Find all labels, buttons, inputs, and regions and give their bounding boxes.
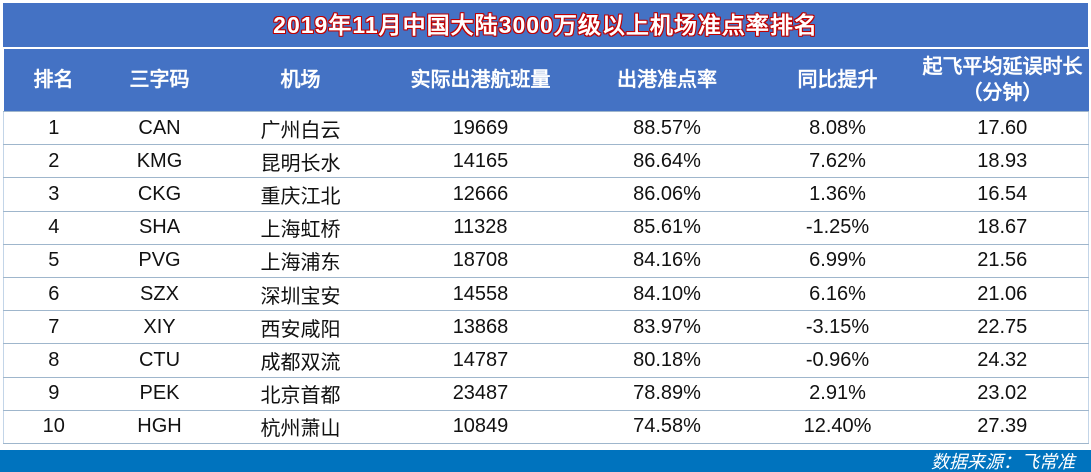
cell-airport: 成都双流 [215, 343, 386, 378]
cell-rank: 8 [3, 343, 104, 378]
cell-flights: 14165 [385, 144, 576, 179]
data-source-label: 数据来源：飞常准 [931, 452, 1075, 472]
cell-avg-delay-min: 23.02 [916, 377, 1089, 411]
cell-avg-delay-min: 18.67 [916, 211, 1089, 245]
table-row: 3 CKG 重庆江北 12666 86.06% 1.36% 16.54 [3, 177, 1089, 212]
cell-avg-delay-min: 21.56 [916, 244, 1089, 278]
cell-airport: 西安咸阳 [215, 310, 386, 345]
table-row: 4 SHA 上海虹桥 11328 85.61% -1.25% 18.67 [3, 211, 1089, 245]
cell-airport: 深圳宝安 [215, 277, 386, 312]
data-source-bar: 数据来源：飞常准 [0, 450, 1091, 472]
cell-airport: 昆明长水 [215, 144, 386, 179]
cell-airport: 北京首都 [215, 377, 386, 411]
cell-rank: 4 [3, 211, 104, 245]
cell-ontime-rate: 88.57% [575, 111, 759, 146]
cell-code: KMG [103, 144, 216, 179]
cell-yoy-change: -3.15% [758, 310, 917, 345]
cell-flights: 23487 [385, 377, 576, 411]
cell-airport: 广州白云 [215, 111, 386, 146]
table-row: 10 HGH 杭州萧山 10849 74.58% 12.40% 27.39 [3, 410, 1089, 444]
cell-avg-delay-min: 22.75 [916, 310, 1089, 345]
cell-code: CKG [103, 177, 216, 212]
table-header: 排名 三字码 机场 实际出港航班量 出港准点率 同比提升 起飞平均延误时长 （分… [3, 49, 1089, 112]
cell-rank: 1 [3, 111, 104, 146]
cell-flights: 14558 [385, 277, 576, 312]
table-row: 9 PEK 北京首都 23487 78.89% 2.91% 23.02 [3, 377, 1089, 411]
cell-ontime-rate: 83.97% [575, 310, 759, 345]
table-row: 1 CAN 广州白云 19669 88.57% 8.08% 17.60 [3, 111, 1089, 146]
cell-flights: 13868 [385, 310, 576, 345]
table-row: 6 SZX 深圳宝安 14558 84.10% 6.16% 21.06 [3, 277, 1089, 312]
cell-ontime-rate: 86.06% [575, 177, 759, 212]
cell-rank: 7 [3, 310, 104, 345]
cell-code: SHA [103, 211, 216, 245]
cell-airport: 上海虹桥 [215, 211, 386, 245]
col-header-flights: 实际出港航班量 [385, 49, 576, 112]
cell-rank: 9 [3, 377, 104, 411]
cell-avg-delay-min: 24.32 [916, 343, 1089, 378]
cell-ontime-rate: 86.64% [575, 144, 759, 179]
cell-ontime-rate: 84.16% [575, 244, 759, 278]
cell-rank: 2 [3, 144, 104, 179]
cell-rank: 10 [3, 410, 104, 444]
table-row: 5 PVG 上海浦东 18708 84.16% 6.99% 21.56 [3, 244, 1089, 278]
cell-avg-delay-min: 27.39 [916, 410, 1089, 444]
header-row: 排名 三字码 机场 实际出港航班量 出港准点率 同比提升 起飞平均延误时长 （分… [3, 49, 1089, 112]
airport-ranking-table: 排名 三字码 机场 实际出港航班量 出港准点率 同比提升 起飞平均延误时长 （分… [3, 49, 1089, 444]
cell-code: PVG [103, 244, 216, 278]
cell-ontime-rate: 74.58% [575, 410, 759, 444]
cell-avg-delay-min: 18.93 [916, 144, 1089, 179]
table-row: 8 CTU 成都双流 14787 80.18% -0.96% 24.32 [3, 343, 1089, 378]
cell-code: SZX [103, 277, 216, 312]
cell-yoy-change: 1.36% [758, 177, 917, 212]
col-header-rank: 排名 [3, 49, 104, 112]
cell-flights: 11328 [385, 211, 576, 245]
col-header-yoy-change: 同比提升 [758, 49, 917, 112]
cell-ontime-rate: 78.89% [575, 377, 759, 411]
cell-code: CTU [103, 343, 216, 378]
cell-flights: 19669 [385, 111, 576, 146]
cell-avg-delay-min: 21.06 [916, 277, 1089, 312]
cell-airport: 上海浦东 [215, 244, 386, 278]
report-title-bar: 2019年11月中国大陆3000万级以上机场准点率排名 [3, 3, 1088, 47]
col-header-ontime-rate: 出港准点率 [575, 49, 759, 112]
cell-yoy-change: 6.16% [758, 277, 917, 312]
col-header-avg-delay: 起飞平均延误时长 （分钟） [916, 49, 1089, 112]
cell-yoy-change: 8.08% [758, 111, 917, 146]
report-title: 2019年11月中国大陆3000万级以上机场准点率排名 [273, 12, 818, 38]
cell-rank: 5 [3, 244, 104, 278]
cell-code: PEK [103, 377, 216, 411]
punctuality-ranking-card: 2019年11月中国大陆3000万级以上机场准点率排名 排名 三字码 机场 实际… [0, 3, 1091, 472]
cell-yoy-change: -0.96% [758, 343, 917, 378]
cell-yoy-change: 2.91% [758, 377, 917, 411]
cell-code: CAN [103, 111, 216, 146]
col-header-iata-code: 三字码 [103, 49, 216, 112]
table-row: 2 KMG 昆明长水 14165 86.64% 7.62% 18.93 [3, 144, 1089, 179]
cell-airport: 重庆江北 [215, 177, 386, 212]
cell-avg-delay-min: 16.54 [916, 177, 1089, 212]
cell-yoy-change: 6.99% [758, 244, 917, 278]
table-row: 7 XIY 西安咸阳 13868 83.97% -3.15% 22.75 [3, 310, 1089, 345]
cell-flights: 18708 [385, 244, 576, 278]
cell-code: XIY [103, 310, 216, 345]
cell-flights: 12666 [385, 177, 576, 212]
cell-yoy-change: 12.40% [758, 410, 917, 444]
cell-ontime-rate: 80.18% [575, 343, 759, 378]
cell-ontime-rate: 85.61% [575, 211, 759, 245]
table-body: 1 CAN 广州白云 19669 88.57% 8.08% 17.60 2 KMG 昆明长水 141… [3, 111, 1089, 444]
cell-yoy-change: -1.25% [758, 211, 917, 245]
cell-airport: 杭州萧山 [215, 410, 386, 444]
cell-rank: 6 [3, 277, 104, 312]
cell-yoy-change: 7.62% [758, 144, 917, 179]
cell-avg-delay-min: 17.60 [916, 111, 1089, 146]
cell-code: HGH [103, 410, 216, 444]
cell-rank: 3 [3, 177, 104, 212]
cell-flights: 14787 [385, 343, 576, 378]
cell-flights: 10849 [385, 410, 576, 444]
col-header-airport: 机场 [215, 49, 386, 112]
cell-ontime-rate: 84.10% [575, 277, 759, 312]
